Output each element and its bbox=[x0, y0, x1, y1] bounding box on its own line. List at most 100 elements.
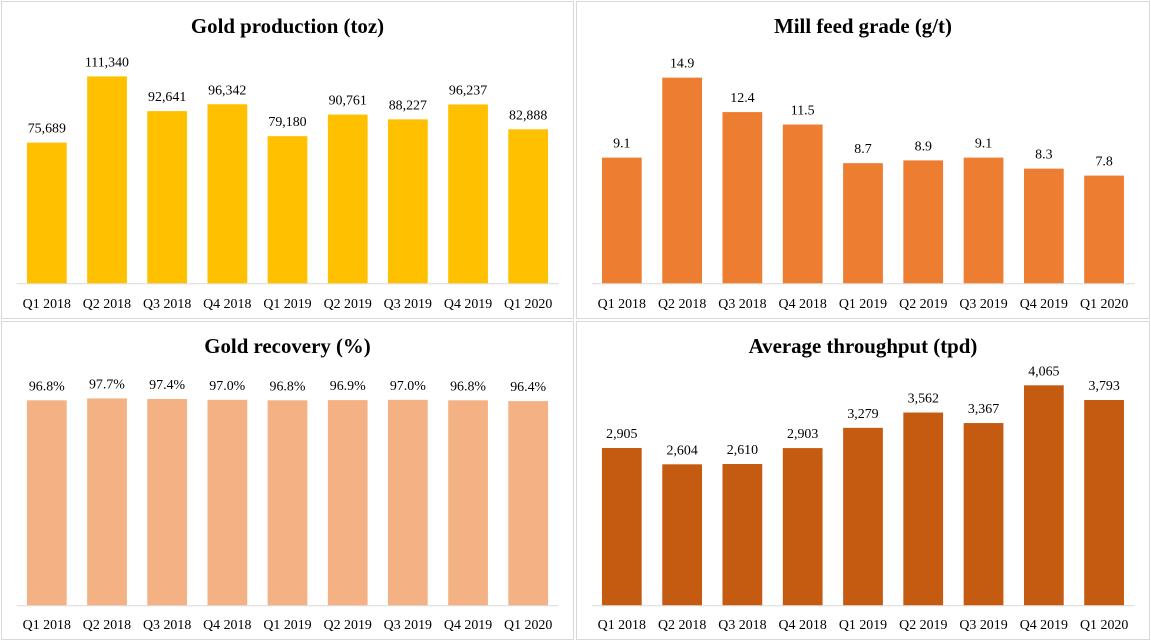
x-tick-label: Q3 2018 bbox=[143, 297, 191, 312]
bar-q3-2018 bbox=[147, 399, 188, 606]
data-label: 96,237 bbox=[449, 84, 487, 99]
data-label: 3,367 bbox=[968, 402, 999, 417]
x-tick-label: Q4 2018 bbox=[203, 618, 251, 633]
bar-q3-2019 bbox=[387, 399, 428, 606]
bar-q2-2018 bbox=[87, 76, 127, 284]
bar-q2-2019 bbox=[327, 400, 368, 606]
bar-q3-2019 bbox=[387, 119, 428, 284]
bar-q1-2019 bbox=[843, 163, 883, 284]
data-label: 97.4% bbox=[149, 378, 185, 393]
x-tick-label: Q4 2018 bbox=[779, 618, 827, 633]
data-label: 96,342 bbox=[208, 83, 246, 98]
x-tick-label: Q1 2020 bbox=[504, 297, 552, 312]
x-tick-label: Q3 2019 bbox=[384, 618, 432, 633]
chart-svg: Average throughput (tpd) 2,905 Q1 2018 2,60… bbox=[591, 334, 1135, 633]
chart-title: Mill feed grade (g/t) bbox=[774, 14, 952, 38]
bar-q1-2019 bbox=[267, 400, 308, 606]
x-tick-label: Q2 2019 bbox=[324, 297, 372, 312]
x-tick-label: Q3 2019 bbox=[959, 618, 1007, 633]
data-label: 96.8% bbox=[270, 379, 306, 394]
bar-q1-2018 bbox=[26, 142, 67, 284]
data-label: 111,340 bbox=[85, 55, 129, 70]
x-tick-label: Q2 2018 bbox=[83, 618, 131, 633]
chart-title: Average throughput (tpd) bbox=[749, 334, 978, 358]
x-tick-label: Q4 2018 bbox=[203, 297, 251, 312]
bar-q4-2019 bbox=[448, 104, 488, 284]
data-label: 8.7 bbox=[854, 142, 871, 157]
data-label: 75,689 bbox=[28, 122, 66, 137]
bar-q2-2018 bbox=[662, 77, 703, 284]
bar-q1-2018 bbox=[601, 157, 642, 284]
x-tick-label: Q2 2019 bbox=[899, 297, 947, 312]
data-label: 9.1 bbox=[975, 137, 992, 152]
bar-q3-2019 bbox=[963, 157, 1004, 284]
data-label: 96.4% bbox=[510, 380, 546, 395]
bar-q2-2019 bbox=[327, 114, 368, 284]
bar-q2-2018 bbox=[662, 464, 703, 606]
data-label: 2,610 bbox=[727, 443, 758, 458]
bar-q4-2018 bbox=[782, 124, 823, 284]
x-tick-label: Q1 2020 bbox=[1080, 618, 1128, 633]
x-tick-label: Q1 2018 bbox=[598, 618, 646, 633]
x-tick-label: Q3 2018 bbox=[143, 618, 191, 633]
bar-q3-2019 bbox=[963, 423, 1004, 606]
x-tick-label: Q4 2018 bbox=[779, 297, 827, 312]
data-label: 11.5 bbox=[791, 104, 815, 119]
x-tick-label: Q2 2019 bbox=[324, 618, 372, 633]
x-tick-label: Q4 2019 bbox=[1020, 297, 1068, 312]
data-label: 3,562 bbox=[908, 392, 939, 407]
bar-q4-2019 bbox=[448, 400, 488, 606]
bar-q4-2019 bbox=[1023, 385, 1064, 606]
data-label: 88,227 bbox=[389, 98, 427, 113]
x-tick-label: Q2 2019 bbox=[899, 618, 947, 633]
bar-q1-2019 bbox=[267, 136, 308, 284]
bar-q1-2018 bbox=[601, 448, 642, 606]
data-label: 96.8% bbox=[450, 379, 486, 394]
data-label: 97.0% bbox=[390, 379, 426, 394]
x-tick-label: Q3 2018 bbox=[718, 618, 766, 633]
data-label: 90,761 bbox=[329, 94, 367, 109]
x-tick-label: Q1 2018 bbox=[23, 297, 71, 312]
data-label: 97.7% bbox=[89, 377, 125, 392]
data-label: 12.4 bbox=[730, 91, 754, 106]
chart-svg: Gold production (toz) 75,689 Q1 2018 111,34… bbox=[16, 14, 559, 312]
x-tick-label: Q1 2020 bbox=[1080, 297, 1128, 312]
x-tick-label: Q1 2020 bbox=[504, 618, 552, 633]
x-tick-label: Q4 2019 bbox=[1020, 618, 1068, 633]
x-tick-label: Q1 2019 bbox=[839, 297, 887, 312]
bar-q4-2018 bbox=[207, 399, 248, 606]
bar-q1-2020 bbox=[508, 129, 549, 284]
x-tick-label: Q2 2018 bbox=[658, 297, 706, 312]
data-label: 96.9% bbox=[330, 379, 366, 394]
bar-q2-2019 bbox=[903, 412, 944, 606]
data-label: 9.1 bbox=[613, 137, 630, 152]
bar-q2-2019 bbox=[903, 160, 944, 284]
chart-panel-mill-feed-grade: Mill feed grade (g/t) 9.1 Q1 2018 14.9 Q2 20… bbox=[576, 1, 1150, 319]
x-tick-label: Q4 2019 bbox=[444, 618, 492, 633]
x-tick-label: Q1 2019 bbox=[263, 297, 311, 312]
chart-svg: Gold recovery (%) 96.8% Q1 2018 97.7% Q2 201… bbox=[16, 334, 559, 633]
data-label: 96.8% bbox=[29, 379, 65, 394]
bar-q4-2019 bbox=[1023, 168, 1064, 284]
bar-q1-2020 bbox=[1084, 400, 1124, 606]
data-label: 3,793 bbox=[1089, 379, 1120, 394]
data-label: 79,180 bbox=[268, 115, 306, 130]
bar-q3-2018 bbox=[147, 111, 188, 284]
x-tick-label: Q4 2019 bbox=[444, 297, 492, 312]
bar-q4-2018 bbox=[782, 448, 823, 606]
data-label: 82,888 bbox=[509, 108, 547, 123]
data-label: 2,604 bbox=[666, 443, 697, 458]
data-label: 8.9 bbox=[915, 139, 932, 154]
chart-panel-average-throughput: Average throughput (tpd) 2,905 Q1 2018 2,60… bbox=[576, 321, 1150, 640]
data-label: 7.8 bbox=[1095, 155, 1112, 170]
data-label: 2,905 bbox=[606, 427, 637, 442]
x-tick-label: Q1 2019 bbox=[263, 618, 311, 633]
data-label: 3,279 bbox=[847, 407, 878, 422]
x-tick-label: Q3 2019 bbox=[959, 297, 1007, 312]
bar-q2-2018 bbox=[87, 398, 127, 606]
data-label: 8.3 bbox=[1035, 148, 1052, 163]
chart-title: Gold recovery (%) bbox=[204, 334, 370, 358]
bar-q1-2020 bbox=[508, 401, 549, 606]
data-label: 92,641 bbox=[148, 90, 186, 105]
